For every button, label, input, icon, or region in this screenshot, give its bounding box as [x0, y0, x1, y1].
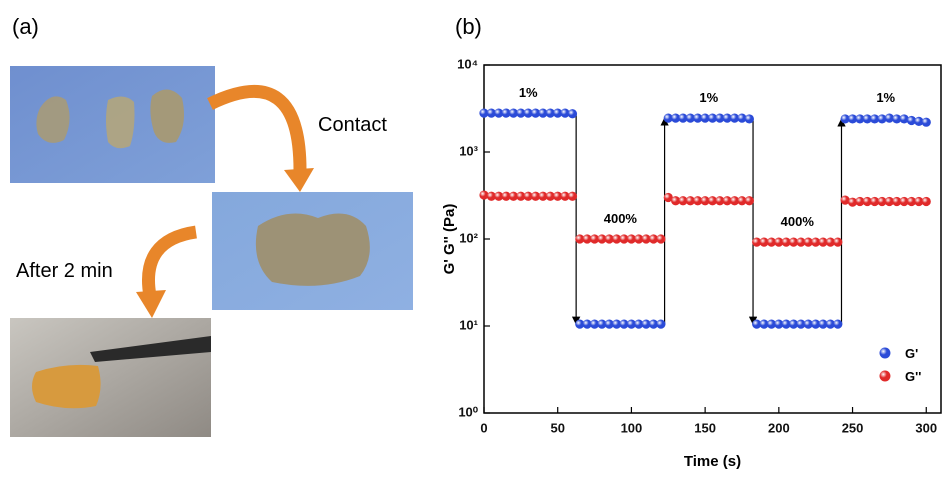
data-point — [833, 320, 842, 329]
y-tick-label: 10³ — [459, 143, 478, 158]
arrow-head — [284, 168, 314, 192]
data-point — [656, 320, 665, 329]
legend-marker — [880, 348, 891, 359]
annotation: 1% — [876, 90, 895, 105]
data-point — [745, 114, 754, 123]
panel-label: (a) — [12, 14, 39, 39]
data-point — [568, 109, 577, 118]
x-tick-label: 0 — [480, 420, 487, 435]
panel-label: (b) — [455, 14, 482, 39]
x-tick-label: 300 — [915, 420, 937, 435]
x-axis-label: Time (s) — [684, 453, 741, 470]
photo — [10, 66, 215, 183]
legend-label: G'' — [905, 369, 921, 384]
annotation: 1% — [519, 85, 538, 100]
annotation: 400% — [781, 214, 815, 229]
legend-marker — [880, 371, 891, 382]
photo — [10, 318, 211, 437]
x-tick-label: 250 — [842, 420, 864, 435]
annotation: 1% — [699, 90, 718, 105]
annotation: 400% — [604, 211, 638, 226]
legend-label: G' — [905, 346, 918, 361]
chart: 0 50 100 150 200 250 300 10⁰ 10¹ 10² 10³ 10⁴ Time (s… — [441, 56, 941, 470]
data-point — [745, 196, 754, 205]
y-tick-label: 10⁰ — [458, 404, 478, 419]
caption: After 2 min — [16, 260, 113, 282]
figure: (a) Contact After 2 min (b) 0 50 100 150 200… — [0, 0, 951, 477]
arrow — [210, 91, 300, 170]
y-axis-label: G' G'' (Pa) — [441, 204, 458, 275]
arrow — [148, 232, 196, 296]
data-point — [833, 238, 842, 247]
arrow-head — [136, 290, 166, 318]
y-tick-label: 10² — [459, 230, 478, 245]
y-tick-label: 10⁴ — [457, 56, 478, 71]
x-tick-label: 100 — [621, 420, 643, 435]
data-point — [656, 234, 665, 243]
y-tick-label: 10¹ — [459, 317, 478, 332]
x-tick-label: 200 — [768, 420, 790, 435]
data-point — [922, 118, 931, 127]
data-point — [922, 197, 931, 206]
x-tick-label: 50 — [550, 420, 564, 435]
photo — [212, 192, 413, 310]
caption: Contact — [318, 114, 387, 136]
data-point — [568, 192, 577, 201]
x-tick-label: 150 — [694, 420, 716, 435]
